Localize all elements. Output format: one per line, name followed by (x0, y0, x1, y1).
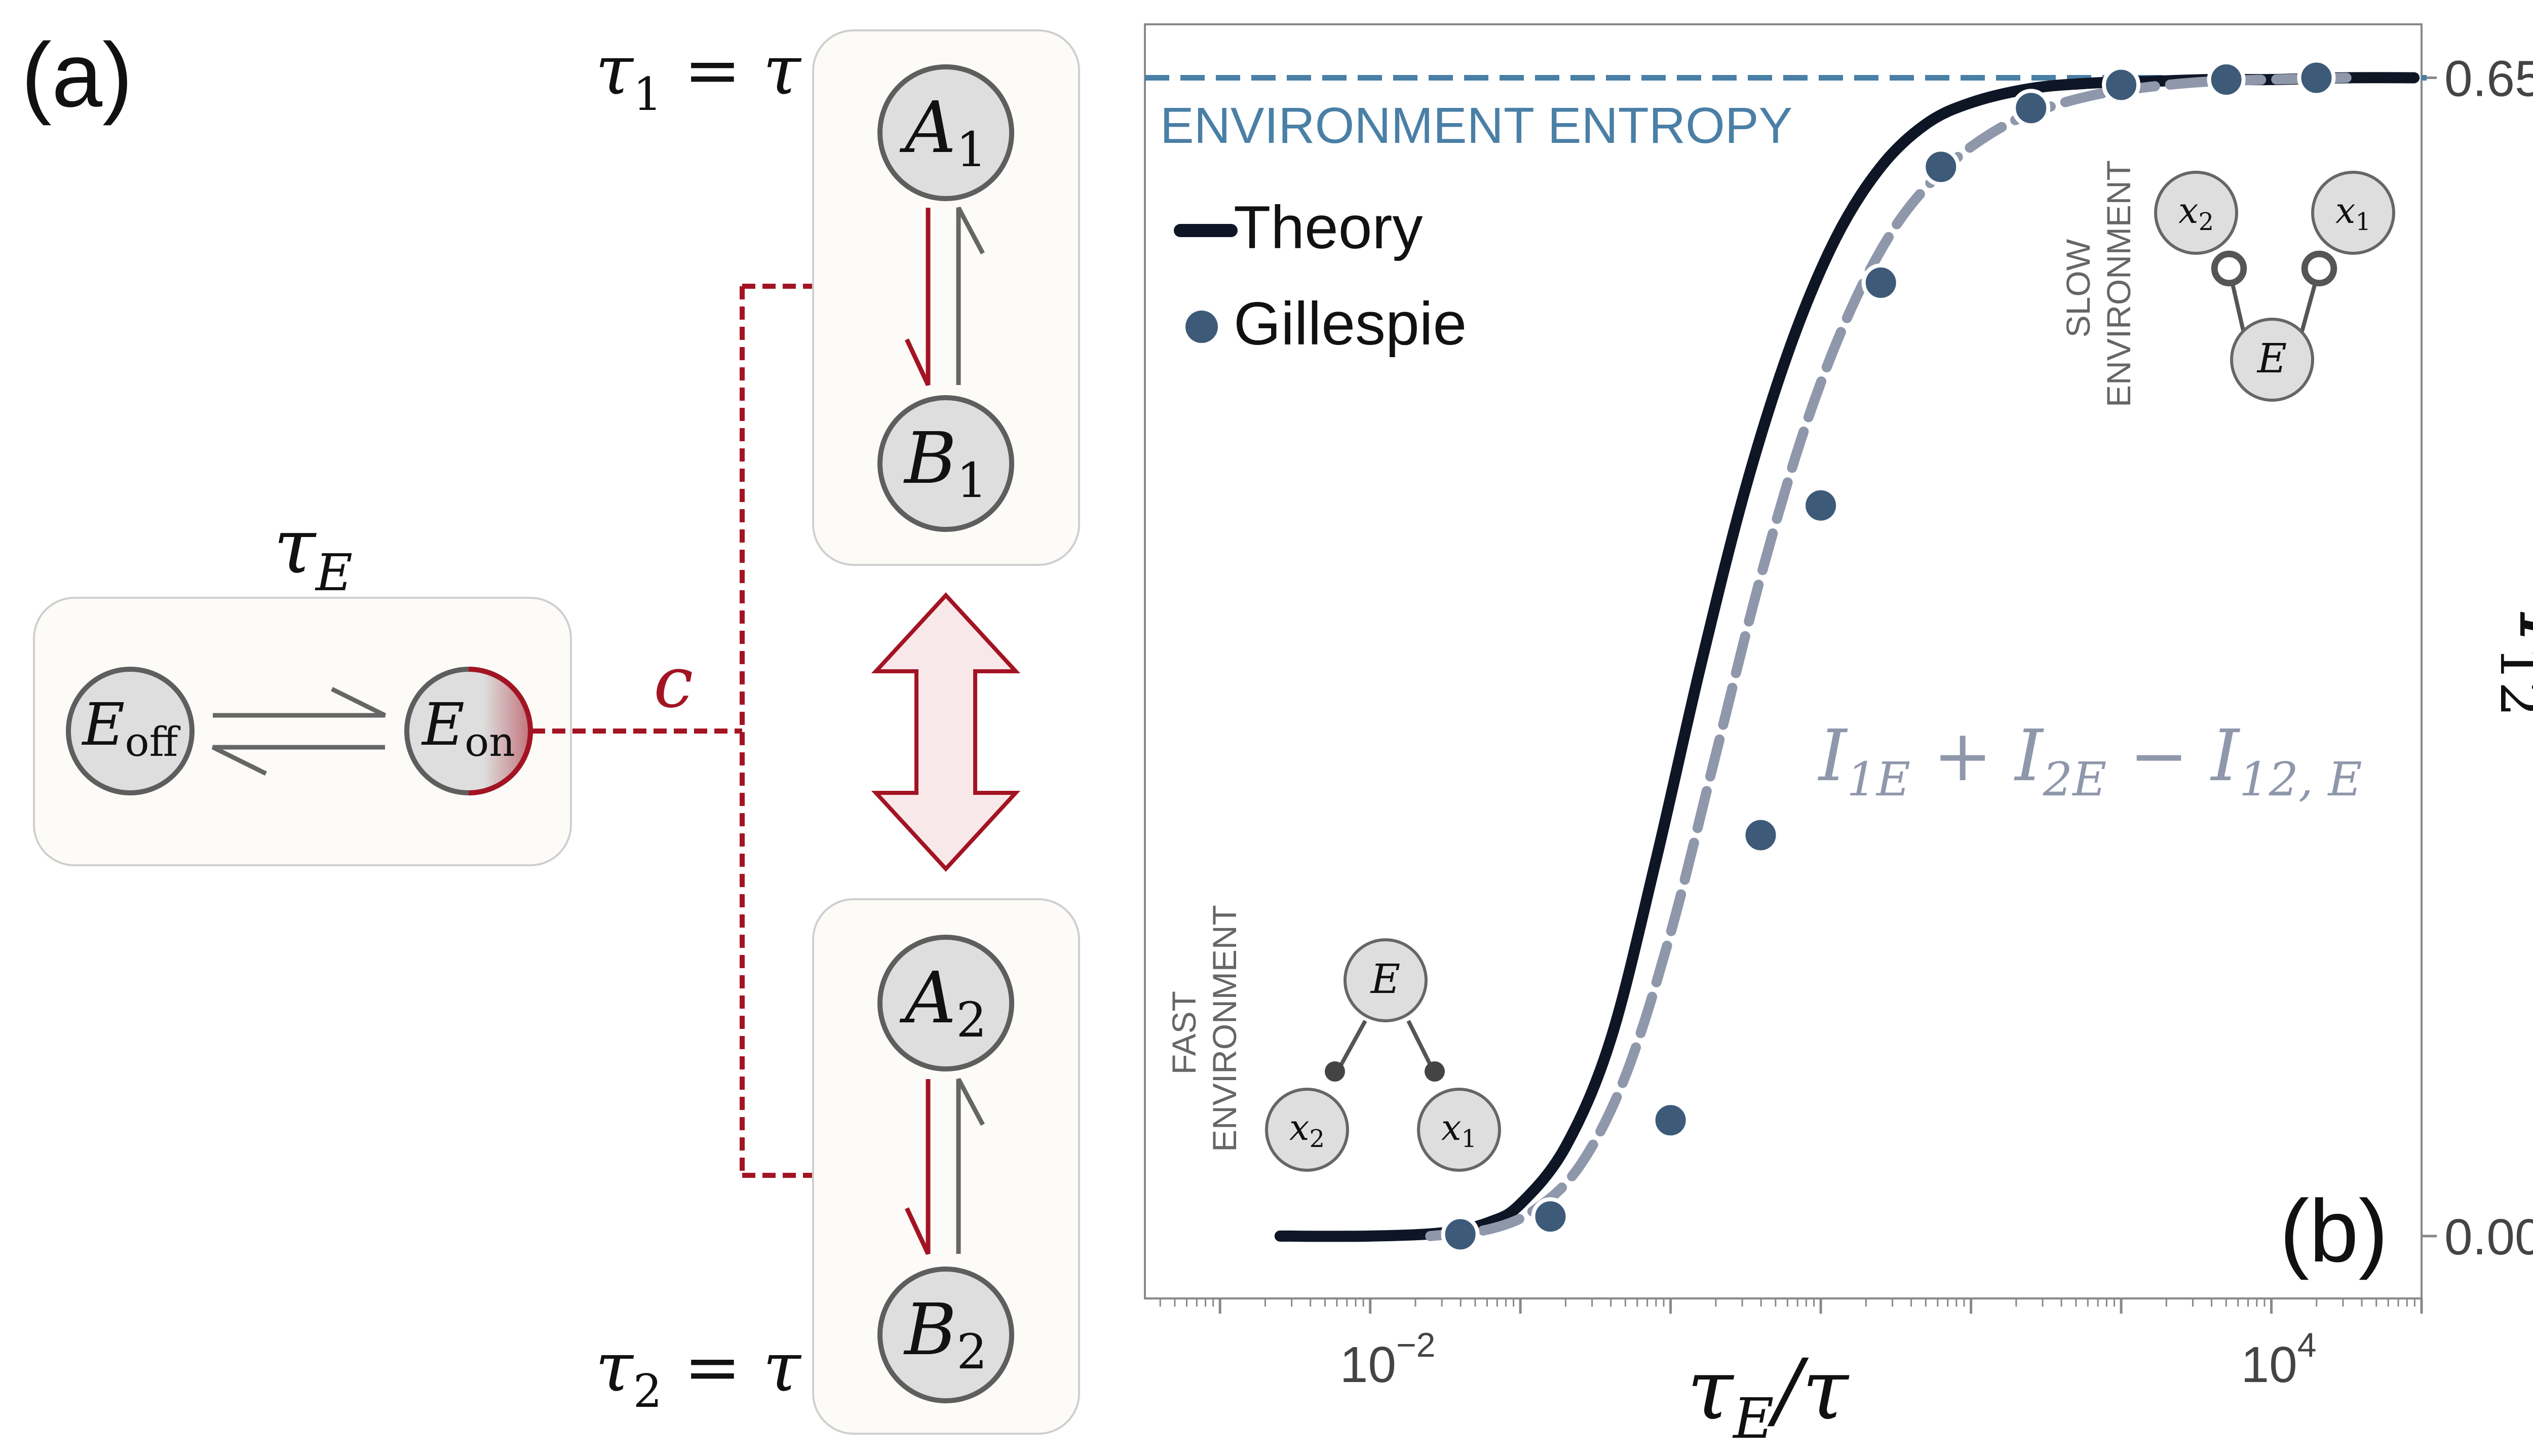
gillespie-point (2207, 60, 2246, 99)
coupling-label: c (654, 641, 693, 724)
node-e-off (66, 667, 195, 795)
system-1-forward-arrow (904, 208, 931, 386)
plot-frame (1144, 23, 2423, 1299)
y-axis-label: I12 (2488, 611, 2533, 717)
y-tick-label: 0.00 (2444, 1209, 2533, 1266)
y-tick-label: 0.65 (2444, 51, 2533, 107)
environment-box (33, 597, 572, 866)
plot-markers (1441, 58, 2336, 1254)
fast-node-x2 (1265, 1088, 1349, 1172)
slow-node-x1-label: x1 (2335, 190, 2371, 236)
slow-node-x1 (2311, 171, 2395, 255)
slow-environment-label: SLOW ENVIRONMENT (2059, 160, 2137, 407)
panel-b-label: (b) (2280, 1182, 2388, 1281)
gillespie-point (1651, 1101, 1690, 1140)
node-a2 (877, 935, 1014, 1071)
node-a1-label: A1 (899, 87, 987, 178)
gillespie-point (1861, 263, 1900, 302)
system-2-timescale: τ2 = τ (595, 1327, 802, 1418)
series-theory-curve (1274, 72, 2420, 1242)
node-a1 (877, 64, 1014, 201)
gillespie-point (2012, 89, 2051, 128)
systems-interaction-arrow (871, 592, 1021, 872)
node-e-off-label: Eoff (82, 691, 181, 765)
node-e-on-red-rim (468, 667, 533, 795)
x-axis-label: τE/τ (1687, 1341, 1850, 1451)
fast-node-e (1344, 938, 1428, 1022)
system-2-box (812, 898, 1080, 1435)
environment-timescale: τE (274, 503, 353, 602)
legend-gillespie-swatch (1185, 311, 1218, 343)
environment-switching-arrows (212, 686, 386, 776)
fast-link-x2 (1335, 1020, 1367, 1072)
fast-node-x1 (1417, 1088, 1501, 1172)
node-a2-label: A2 (899, 957, 987, 1048)
system-1-backward-arrow (956, 206, 985, 385)
gillespie-point (1922, 147, 1961, 186)
node-b2 (877, 1267, 1014, 1403)
gillespie-point (1531, 1197, 1570, 1236)
fast-environment-inset: FAST ENVIRONMENT E x2 x1 (1165, 905, 1501, 1172)
node-e-on-label: Eon (421, 691, 515, 765)
gillespie-point (2102, 65, 2141, 104)
slow-environment-inset: SLOW ENVIRONMENT x2 x1 E (2059, 160, 2395, 407)
fast-node-e-label: E (1370, 955, 1400, 1003)
node-b1 (877, 395, 1014, 532)
system-1-box (812, 29, 1080, 566)
panel-a: (a) τE Eoff Eon c (21, 24, 1080, 1435)
slow-node-x2 (2154, 171, 2238, 255)
environment-entropy-label: ENVIRONMENT ENTROPY (1160, 97, 1792, 154)
slow-node-e-label: E (2256, 335, 2287, 382)
system-2-forward-arrow (904, 1079, 931, 1255)
x-tick-label: 10−2 (1340, 1326, 1436, 1393)
system-1-timescale: τ1 = τ (595, 30, 802, 121)
fast-node-x1-label: x1 (1441, 1107, 1477, 1153)
legend-theory-label: Theory (1234, 194, 1423, 261)
slow-node-x2-label: x2 (2178, 190, 2214, 236)
fast-environment-label: FAST ENVIRONMENT (1165, 905, 1243, 1152)
panel-a-label: (a) (21, 24, 133, 126)
dashed-curve-label: I1E + I2E − I12, E (1817, 715, 2362, 807)
gillespie-point (2297, 58, 2336, 97)
fast-link-x1-dot (1425, 1061, 1445, 1082)
plot-ticks: 10−2 104 0.00 0.65 (1159, 51, 2533, 1393)
slow-node-e (2230, 318, 2314, 402)
panel-b: 10−2 104 0.00 0.65 ENVIRONMENT ENTROPY Theo… (1144, 23, 2533, 1451)
gillespie-point (1741, 816, 1780, 855)
legend-gillespie-label: Gillespie (1234, 290, 1467, 358)
node-b2-label: B2 (903, 1289, 987, 1380)
fast-node-x2-label: x2 (1289, 1107, 1325, 1153)
gillespie-point (1441, 1215, 1480, 1254)
fast-link-x2-dot (1325, 1061, 1345, 1082)
legend: Theory Gillespie (1174, 194, 1467, 358)
node-b1-label: B1 (903, 417, 987, 509)
x-tick-label: 104 (2241, 1326, 2317, 1393)
gillespie-point (1801, 486, 1840, 525)
system-2-backward-arrow (956, 1078, 985, 1254)
